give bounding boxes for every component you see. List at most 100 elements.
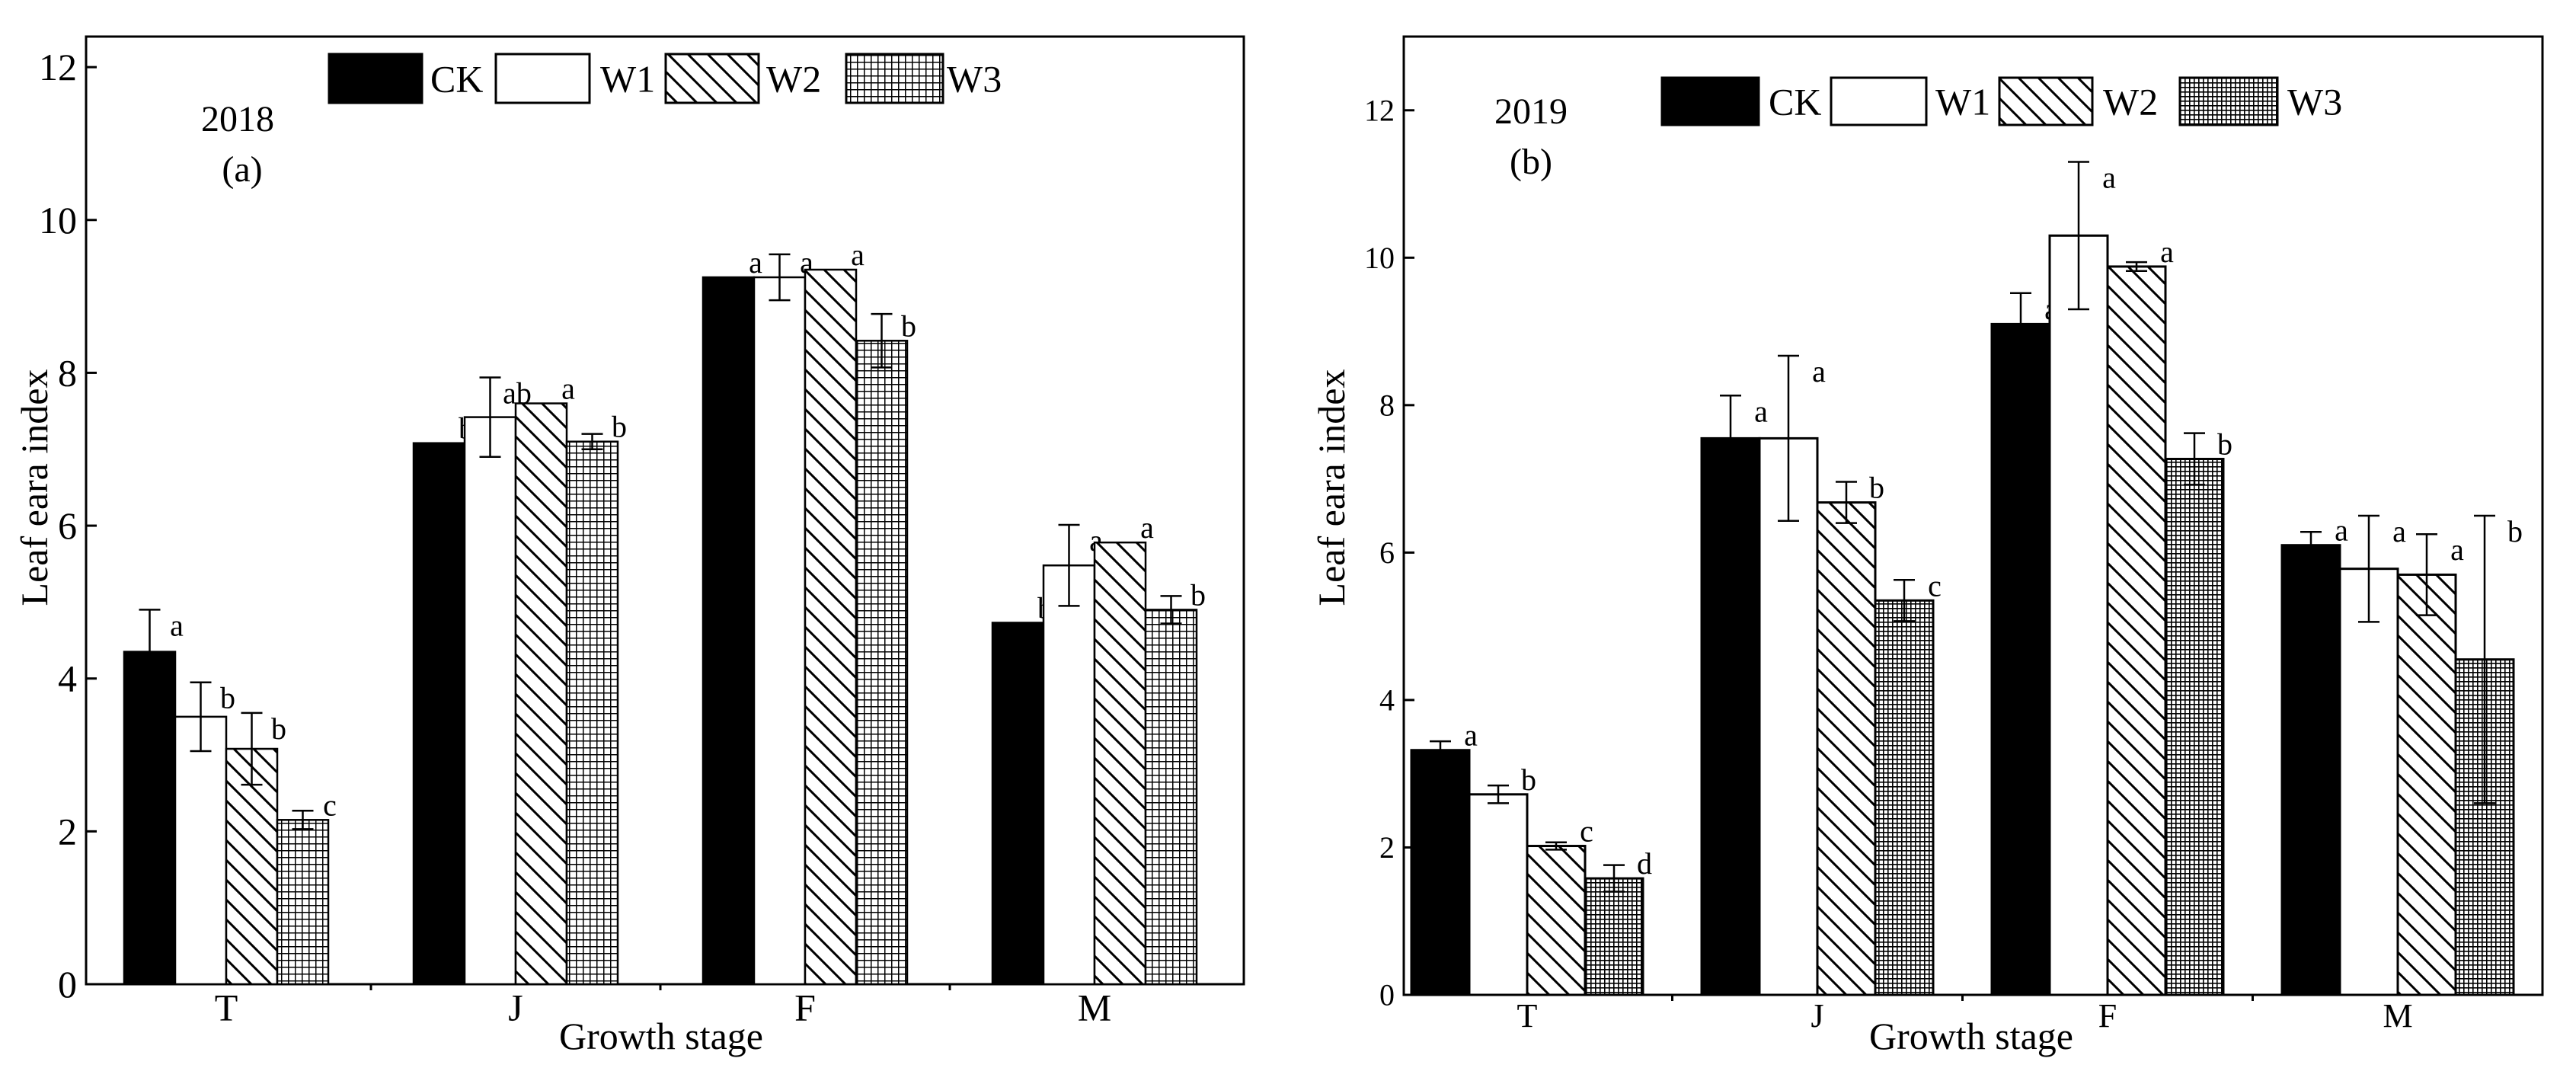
y-tick-label: 12 <box>39 46 77 88</box>
legend-label: W2 <box>2103 81 2158 123</box>
significance-letter: a <box>1140 510 1154 545</box>
significance-letter: a <box>561 372 575 406</box>
bar-w1 <box>1468 793 1529 996</box>
x-tick-label: J <box>508 986 523 1029</box>
bar-w2 <box>1093 541 1147 986</box>
bar-w2 <box>225 747 279 986</box>
y-tick-label: 6 <box>1379 536 1395 570</box>
bar-w1 <box>463 416 517 986</box>
bar-w2 <box>1526 845 1587 996</box>
bar-ck <box>991 622 1045 986</box>
x-tick-label: T <box>215 986 238 1029</box>
bar-ck <box>702 276 756 986</box>
legend-swatch-w1 <box>1830 76 1928 126</box>
bar-w1 <box>1042 564 1096 986</box>
legend-swatch-ck <box>328 53 423 104</box>
significance-letter: b <box>220 681 235 715</box>
legend-swatch-w3 <box>2178 76 2279 126</box>
significance-letter: b <box>1869 471 1884 505</box>
bar-w3 <box>1584 877 1644 996</box>
bar-w1 <box>2338 568 2399 996</box>
significance-letter: a <box>2102 161 2116 195</box>
bar-w3 <box>565 440 619 986</box>
legend-label: W1 <box>600 58 655 101</box>
significance-letter: a <box>1812 354 1826 389</box>
panel-a: Leaf eara index Growth stage 2018 (a) 0 2… <box>13 35 1245 1057</box>
x-tick-label: M <box>1078 986 1111 1029</box>
bar-w3 <box>1874 599 1935 996</box>
significance-letter: c <box>1580 814 1593 849</box>
plot-frame <box>1402 35 2544 996</box>
significance-letter: a <box>2160 235 2174 269</box>
bar-ck <box>412 442 466 986</box>
y-tick-label: 12 <box>1364 93 1395 127</box>
panel-b-ylabel: Leaf eara index <box>1310 369 1353 606</box>
significance-letter: b <box>2507 514 2523 548</box>
plot-frame <box>85 35 1245 986</box>
legend-swatch-w2 <box>664 53 760 104</box>
bar-w2 <box>2106 265 2167 996</box>
significance-letter: c <box>323 788 337 822</box>
legend-swatch-w1 <box>494 53 591 104</box>
significance-letter: a <box>2335 513 2348 548</box>
significance-letter: a <box>170 608 184 642</box>
y-tick-label: 0 <box>58 963 77 1006</box>
y-tick-label: 4 <box>58 657 77 700</box>
panel-a-ylabel: Leaf eara index <box>13 369 56 606</box>
significance-letter: b <box>1521 763 1536 797</box>
legend-label: W1 <box>1935 81 1990 123</box>
significance-letter: b <box>2217 427 2232 461</box>
y-tick-label: 6 <box>58 504 77 547</box>
x-tick-label: F <box>2098 997 2117 1034</box>
bar-ck <box>1410 749 1471 996</box>
y-tick-label: 8 <box>58 351 77 394</box>
legend-label: W3 <box>2287 81 2342 123</box>
bar-ck <box>123 651 177 986</box>
bar-w3 <box>2164 457 2225 996</box>
bar-w1 <box>2048 234 2109 996</box>
bar-w3 <box>855 340 909 986</box>
significance-letter: c <box>1928 568 1942 603</box>
legend-label: CK <box>1769 81 1821 123</box>
bar-w1 <box>753 276 807 986</box>
significance-letter: b <box>612 410 627 444</box>
bar-ck <box>2280 544 2341 996</box>
bar-ck <box>1700 436 1761 996</box>
bar-w3 <box>276 819 330 986</box>
panel-b-year-label: 2019 <box>1494 91 1568 132</box>
significance-letter: b <box>901 309 916 343</box>
y-tick-label: 10 <box>1364 241 1395 275</box>
significance-letter: a <box>851 238 865 272</box>
significance-letter: d <box>1637 846 1652 881</box>
bar-w2 <box>1816 501 1877 996</box>
y-tick-label: 4 <box>1379 683 1395 718</box>
y-tick-label: 10 <box>39 199 77 241</box>
legend-swatch-w3 <box>845 53 944 104</box>
x-tick-label: M <box>2383 997 2412 1034</box>
panel-b-panel-label: (b) <box>1510 142 1552 182</box>
bar-w1 <box>1758 436 1819 996</box>
legend-label: W3 <box>947 58 1002 101</box>
significance-letter: a <box>1464 718 1478 753</box>
panel-a-panel-label: (a) <box>222 149 262 190</box>
significance-letter: a <box>749 245 762 280</box>
bar-w2 <box>514 402 568 986</box>
bar-w1 <box>174 715 228 986</box>
panel-a-xlabel: Growth stage <box>559 1015 763 1057</box>
legend-swatch-ck <box>1660 76 1760 126</box>
x-tick-label: F <box>794 986 816 1029</box>
y-tick-label: 2 <box>1379 830 1395 865</box>
y-tick-label: 8 <box>1379 388 1395 422</box>
x-tick-label: J <box>1811 997 1823 1034</box>
significance-letter: b <box>1191 577 1206 612</box>
y-tick-label: 0 <box>1379 978 1395 1012</box>
bar-w2 <box>804 268 858 986</box>
significance-letter: a <box>2450 532 2464 567</box>
bar-w3 <box>1144 609 1198 986</box>
legend-label: CK <box>430 58 483 101</box>
panel-a-year-label: 2018 <box>201 99 274 139</box>
x-tick-label: T <box>1517 997 1538 1034</box>
y-tick-label: 2 <box>58 810 77 852</box>
significance-letter: a <box>1754 394 1768 428</box>
